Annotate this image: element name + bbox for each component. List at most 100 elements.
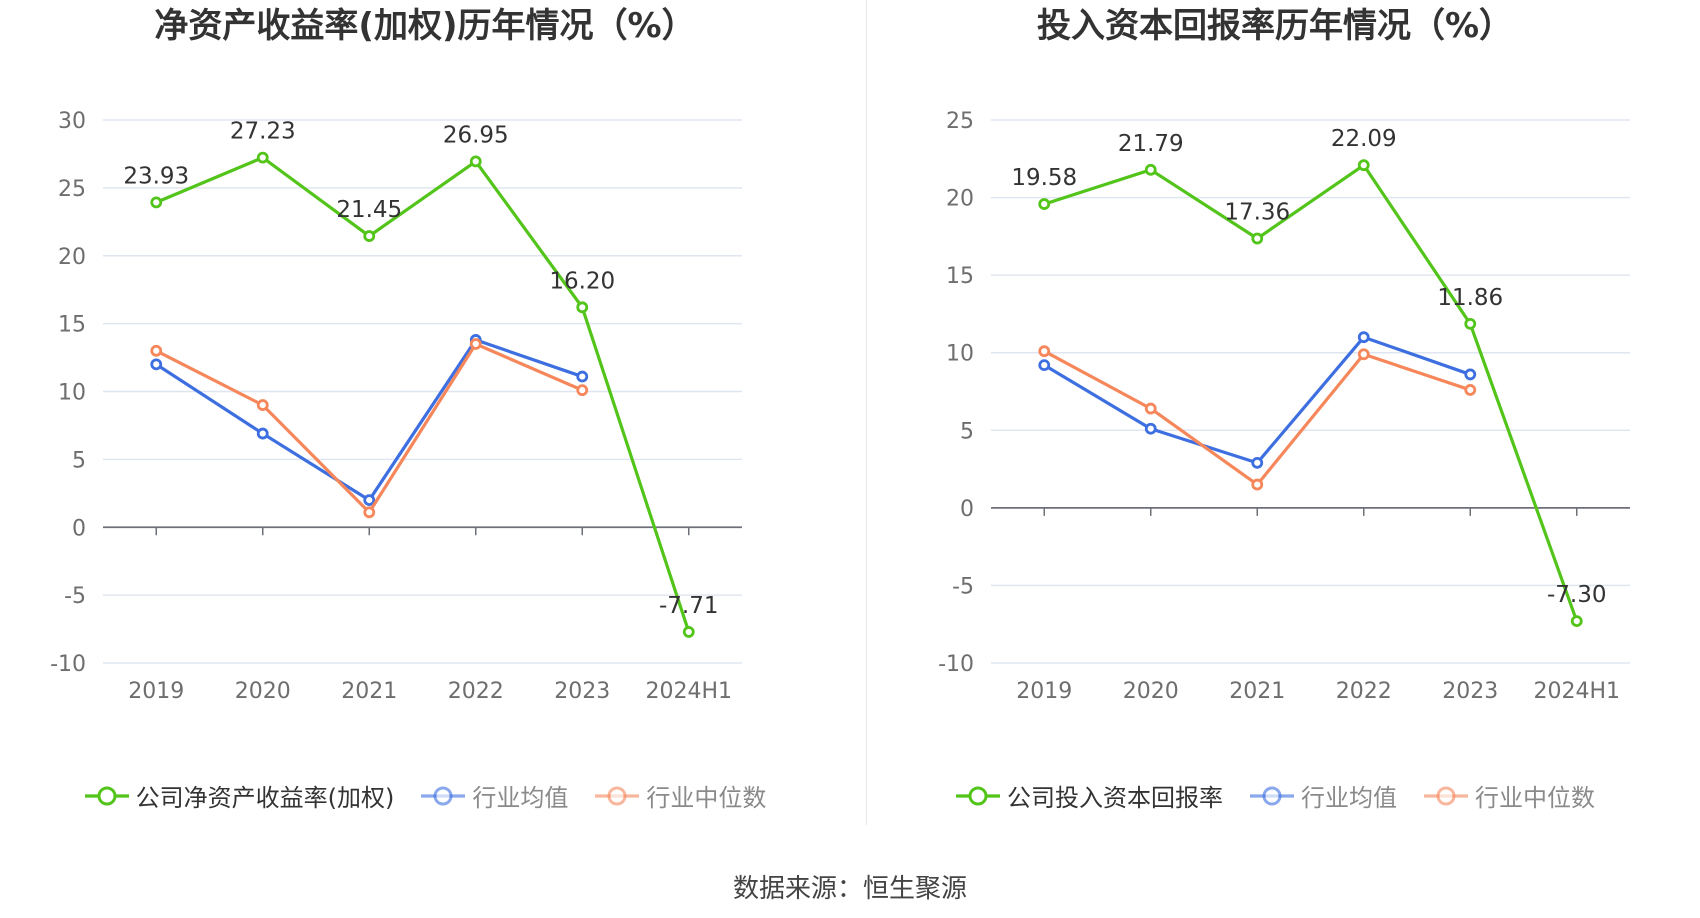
data-point[interactable] <box>150 358 163 371</box>
y-tick-label: 25 <box>946 109 974 134</box>
data-point[interactable] <box>1038 198 1051 210</box>
line-chart-roic: 25 20 15 10 5 0 -5 -10 2019 2020 2021 2022 2023 2024H… <box>938 109 1630 704</box>
data-point[interactable] <box>363 230 376 242</box>
chart-panel-roe: 净资产收益率(加权)历年情况（%） 30 25 20 15 10 5 0 -5 -10 2019 2… <box>0 0 850 820</box>
data-label: 11.86 <box>1437 285 1503 311</box>
y-tick-label: 20 <box>58 245 86 270</box>
y-tick-label: 30 <box>58 109 86 134</box>
data-point[interactable] <box>1251 478 1264 491</box>
data-point[interactable] <box>469 155 482 168</box>
data-point[interactable] <box>150 344 163 357</box>
x-category-label: 2024H1 <box>645 679 732 704</box>
data-label: 17.36 <box>1224 200 1290 226</box>
legend-label: 行业中位数 <box>646 784 767 812</box>
chart-legend: 公司投入资本回报率 行业均值 行业中位数 <box>850 778 1700 813</box>
data-label: -7.30 <box>1547 582 1607 608</box>
chart-panel-roic: 投入资本回报率历年情况（%） 25 20 15 10 5 0 -5 -10 2019 2020 20… <box>850 0 1700 820</box>
chart-title: 净资产收益率(加权)历年情况（%） <box>154 6 696 46</box>
data-point[interactable] <box>256 427 269 440</box>
x-category-label: 2019 <box>1016 679 1072 704</box>
data-point[interactable] <box>576 370 589 383</box>
legend-label: 行业均值 <box>1301 784 1397 812</box>
y-tick-label: 0 <box>960 497 974 522</box>
data-point[interactable] <box>256 399 269 411</box>
legend-marker-icon <box>1250 786 1294 805</box>
legend-marker-icon <box>1424 786 1468 805</box>
legend-label: 行业均值 <box>472 784 569 812</box>
legend-marker-icon <box>84 786 129 805</box>
x-category-label: 2020 <box>235 679 291 704</box>
data-point[interactable] <box>1464 368 1477 381</box>
data-point[interactable] <box>1038 359 1051 372</box>
x-category-label: 2020 <box>1123 679 1179 704</box>
legend-label: 公司投入资本回报率 <box>1007 784 1223 812</box>
data-point[interactable] <box>1144 422 1157 435</box>
y-tick-label: 25 <box>58 177 86 202</box>
data-source-note: 数据来源：恒生聚源 <box>732 874 967 904</box>
data-point[interactable] <box>1038 345 1051 358</box>
legend-label: 行业中位数 <box>1475 784 1595 812</box>
y-tick-label: -5 <box>64 584 86 609</box>
y-tick-label: -10 <box>938 652 974 677</box>
data-point[interactable] <box>1144 402 1157 415</box>
data-point[interactable] <box>1357 159 1370 172</box>
line-chart-roe: 30 25 20 15 10 5 0 -5 -10 2019 2020 2021 2022 2023 202… <box>50 109 742 704</box>
data-point[interactable] <box>363 494 376 507</box>
series-line <box>155 156 691 633</box>
data-label: 19.58 <box>1011 165 1077 191</box>
data-point[interactable] <box>256 151 269 164</box>
legend-item[interactable]: 行业均值 <box>420 778 568 813</box>
data-point[interactable] <box>576 301 589 314</box>
data-point[interactable] <box>1357 331 1370 344</box>
x-category-label: 2024H1 <box>1533 679 1620 704</box>
y-tick-label: 20 <box>946 187 974 212</box>
data-point[interactable] <box>1144 163 1157 176</box>
legend-marker-icon <box>595 786 640 805</box>
data-label: 23.93 <box>123 163 189 189</box>
x-category-label: 2021 <box>341 679 397 704</box>
legend-item[interactable]: 行业中位数 <box>594 778 766 813</box>
y-tick-label: 5 <box>960 419 974 444</box>
x-category-label: 2022 <box>448 679 504 704</box>
data-point[interactable] <box>1251 232 1264 245</box>
x-category-label: 2021 <box>1229 679 1285 704</box>
data-point[interactable] <box>150 196 163 209</box>
x-category-label: 2023 <box>554 679 610 704</box>
legend-item[interactable]: 行业中位数 <box>1423 778 1595 813</box>
data-label: 21.79 <box>1118 131 1184 157</box>
chart-legend: 公司净资产收益率(加权) 行业均值 行业中位数 <box>0 778 850 813</box>
y-tick-label: -10 <box>50 652 86 677</box>
legend-label: 公司净资产收益率(加权) <box>135 784 395 812</box>
y-tick-label: 0 <box>72 516 86 541</box>
series-line <box>155 342 583 514</box>
data-label: -7.71 <box>659 593 719 619</box>
series-line <box>1043 163 1579 622</box>
legend-marker-icon <box>421 786 466 805</box>
y-tick-label: 10 <box>946 342 974 367</box>
data-point[interactable] <box>363 506 376 519</box>
series-line <box>1043 335 1471 465</box>
x-category-label: 2019 <box>128 679 184 704</box>
data-label: 22.09 <box>1331 126 1397 152</box>
data-point[interactable] <box>1464 384 1477 396</box>
data-label: 21.45 <box>336 197 402 223</box>
legend-item[interactable]: 公司净资产收益率(加权) <box>84 778 395 813</box>
data-point[interactable] <box>1570 615 1583 628</box>
y-tick-label: 15 <box>946 264 974 289</box>
data-point[interactable] <box>576 384 589 397</box>
data-point[interactable] <box>469 338 482 350</box>
data-label: 16.20 <box>549 268 615 294</box>
chart-title: 投入资本回报率历年情况（%） <box>1036 6 1514 46</box>
y-tick-label: 5 <box>72 448 86 473</box>
data-point[interactable] <box>1251 456 1264 469</box>
data-point[interactable] <box>1464 317 1477 330</box>
y-tick-label: 10 <box>58 381 86 406</box>
data-point[interactable] <box>682 626 695 638</box>
y-tick-label: -5 <box>952 574 974 599</box>
legend-item[interactable]: 公司投入资本回报率 <box>955 778 1223 813</box>
data-point[interactable] <box>1357 348 1370 361</box>
panel-divider <box>866 0 867 825</box>
legend-item[interactable]: 行业均值 <box>1249 778 1397 813</box>
legend-marker-icon <box>956 786 1000 805</box>
x-category-label: 2023 <box>1442 679 1498 704</box>
